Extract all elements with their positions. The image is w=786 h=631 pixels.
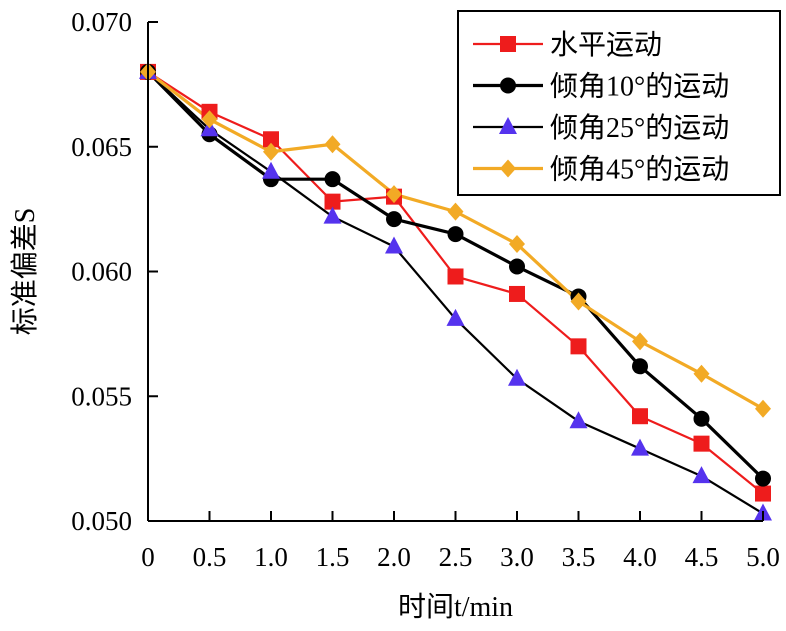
legend-label: 倾角10°的运动 <box>550 71 729 103</box>
legend-label: 倾角25°的运动 <box>550 112 729 144</box>
data-point <box>385 236 403 254</box>
data-point <box>447 202 464 221</box>
data-point <box>509 235 525 254</box>
data-point <box>509 258 525 275</box>
legend-swatch-marker <box>499 117 517 134</box>
data-point <box>323 206 342 224</box>
data-point <box>693 435 710 452</box>
data-point <box>201 110 218 129</box>
x-tick-label: 3.5 <box>562 542 596 572</box>
x-tick-label: 0.5 <box>193 542 227 572</box>
x-tick-label: 3.0 <box>500 542 534 572</box>
data-point <box>324 135 341 154</box>
y-tick-label: 0.065 <box>71 132 132 162</box>
tick-labels: 0.050 0.055 0.060 0.065 0.070 0 0.5 1.0 1.5 2.0 2.… <box>71 7 780 572</box>
x-tick-label: 4.0 <box>623 542 657 572</box>
axes <box>147 21 764 522</box>
x-tick-label: 4.5 <box>685 542 719 572</box>
plot-markers <box>139 61 772 521</box>
x-tick-label: 1.5 <box>316 542 350 572</box>
data-point <box>570 338 587 355</box>
data-point <box>447 268 464 285</box>
data-point <box>508 368 526 386</box>
data-point <box>632 358 648 375</box>
data-point <box>263 131 279 148</box>
data-point <box>755 485 771 502</box>
data-point <box>632 408 648 425</box>
y-axis-title: 标准偏差S <box>9 208 41 336</box>
data-point <box>569 411 588 429</box>
data-point <box>693 364 710 383</box>
data-point <box>693 410 710 427</box>
legend-swatch-marker <box>500 77 516 94</box>
legend-swatch-marker <box>500 36 516 52</box>
data-point <box>755 399 771 418</box>
data-point <box>570 292 587 311</box>
data-point <box>263 142 279 161</box>
data-point <box>386 185 402 204</box>
x-axis-title: 时间t/min <box>398 591 513 623</box>
data-point <box>509 285 525 302</box>
legend-label: 水平运动 <box>550 29 662 61</box>
data-point <box>755 470 771 487</box>
x-tick-label: 1.0 <box>254 542 288 572</box>
x-tick-label: 2.5 <box>439 542 473 572</box>
data-point <box>447 226 464 243</box>
x-tick-label: 5.0 <box>746 542 780 572</box>
x-tick-label: 2.0 <box>377 542 411 572</box>
legend-label: 倾角45°的运动 <box>550 154 729 186</box>
y-tick-label: 0.050 <box>71 506 132 536</box>
y-tick-label: 0.060 <box>71 257 132 287</box>
data-point <box>446 308 465 326</box>
y-tick-label: 0.070 <box>71 7 132 37</box>
legend-swatch-marker <box>500 159 516 178</box>
data-point <box>386 211 402 228</box>
data-point <box>324 193 341 210</box>
data-point <box>324 171 341 188</box>
x-tick-label: 0 <box>141 542 155 572</box>
y-tick-label: 0.055 <box>71 381 132 411</box>
data-point <box>632 332 648 351</box>
data-point <box>692 466 711 484</box>
data-point <box>262 161 280 179</box>
data-point <box>631 438 649 456</box>
